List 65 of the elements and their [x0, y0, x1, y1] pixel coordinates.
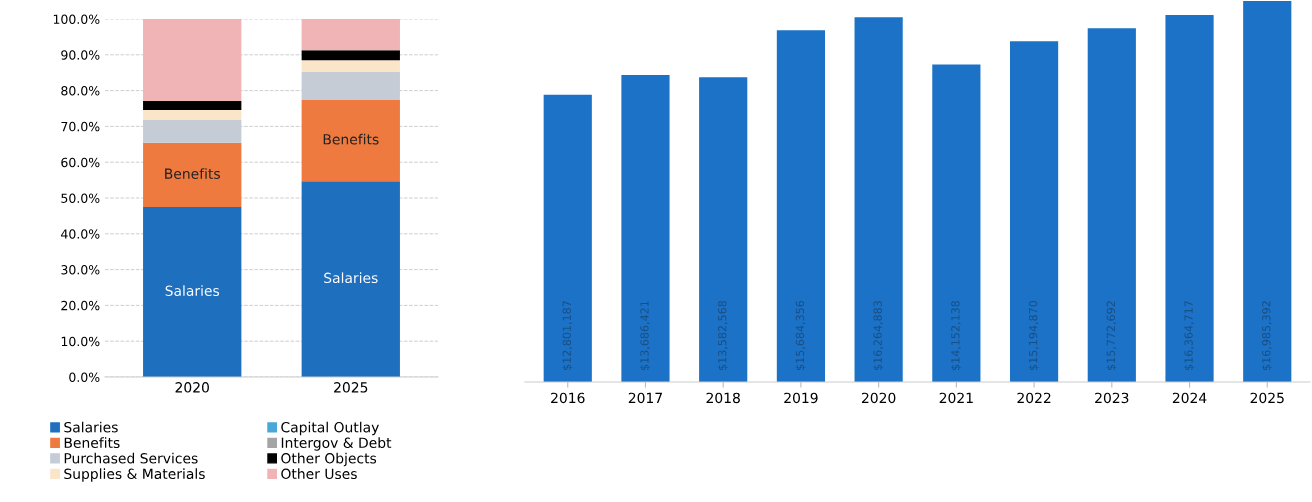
- data-label: $14,152,138: [950, 300, 962, 370]
- y-tick-label: 0.0%: [69, 372, 100, 382]
- x-tick-label: 2025: [1250, 392, 1284, 404]
- data-label: $12,801,187: [562, 301, 573, 370]
- bar: [143, 206, 242, 377]
- bar: [143, 142, 242, 207]
- data-label: Benefits: [165, 168, 220, 179]
- data-label: $16,364,717: [1184, 301, 1195, 370]
- bar: [301, 181, 400, 377]
- bar: [621, 75, 670, 382]
- legend-label: Intergov & Debt: [281, 437, 392, 451]
- x-tick-label: 2022: [1017, 392, 1051, 404]
- bar: [301, 50, 400, 61]
- x-tick-label: 2020: [175, 382, 209, 393]
- data-label: $15,194,870: [1028, 300, 1039, 370]
- bar: [1009, 41, 1059, 382]
- y-tick-label: 60.0%: [61, 157, 100, 168]
- bar: [143, 100, 242, 110]
- x-tick-label: 2019: [784, 392, 818, 404]
- legend-label: Other Uses: [281, 468, 357, 480]
- bar: [1243, 1, 1292, 382]
- data-label: Salaries: [165, 285, 220, 296]
- bar: [932, 64, 981, 382]
- data-label: $16,264,883: [873, 301, 884, 370]
- legend-label: Salaries: [64, 421, 118, 433]
- data-label: Benefits: [323, 133, 379, 145]
- y-tick-label: 40.0%: [61, 229, 100, 239]
- y-tick-label: 100.0%: [53, 14, 100, 24]
- y-tick-label: 20.0%: [61, 300, 100, 311]
- data-label: $13,686,421: [640, 301, 651, 370]
- x-tick-label: 2023: [1095, 392, 1129, 404]
- legend-label: Capital Outlay: [281, 421, 379, 436]
- legend-label: Other Objects: [281, 452, 377, 467]
- x-tick-label: 2018: [706, 392, 740, 404]
- bar: [143, 19, 242, 101]
- bar: [543, 94, 592, 382]
- x-tick-label: 2017: [628, 392, 662, 404]
- bar: [699, 77, 748, 382]
- bar: [301, 99, 400, 182]
- bar: [854, 17, 903, 382]
- data-label: Salaries: [324, 272, 378, 284]
- x-tick-label: 2020: [861, 392, 896, 404]
- bar: [776, 30, 826, 382]
- y-tick-label: 80.0%: [61, 86, 100, 96]
- x-tick-label: 2025: [334, 382, 368, 393]
- legend-label: Purchased Services: [64, 452, 198, 464]
- bar: [301, 19, 400, 51]
- bar: [1087, 28, 1136, 382]
- data-label: $13,582,568: [717, 300, 728, 370]
- data-label: $16,985,392: [1261, 301, 1272, 370]
- bar: [1165, 14, 1214, 382]
- y-tick-label: 30.0%: [61, 265, 100, 275]
- data-label: $15,772,692: [1106, 301, 1117, 370]
- x-tick-label: 2024: [1172, 392, 1207, 404]
- y-tick-label: 90.0%: [61, 50, 100, 60]
- bar: [301, 60, 400, 72]
- y-tick-label: 10.0%: [61, 336, 100, 347]
- x-tick-label: 2021: [939, 392, 973, 404]
- y-tick-label: 70.0%: [61, 121, 100, 132]
- bar: [143, 109, 242, 120]
- legend-label: Supplies & Materials: [64, 468, 205, 482]
- y-tick-label: 50.0%: [61, 193, 100, 203]
- data-label: $15,684,356: [795, 300, 806, 370]
- x-tick-label: 2016: [551, 392, 585, 404]
- legend-label: Benefits: [64, 437, 120, 448]
